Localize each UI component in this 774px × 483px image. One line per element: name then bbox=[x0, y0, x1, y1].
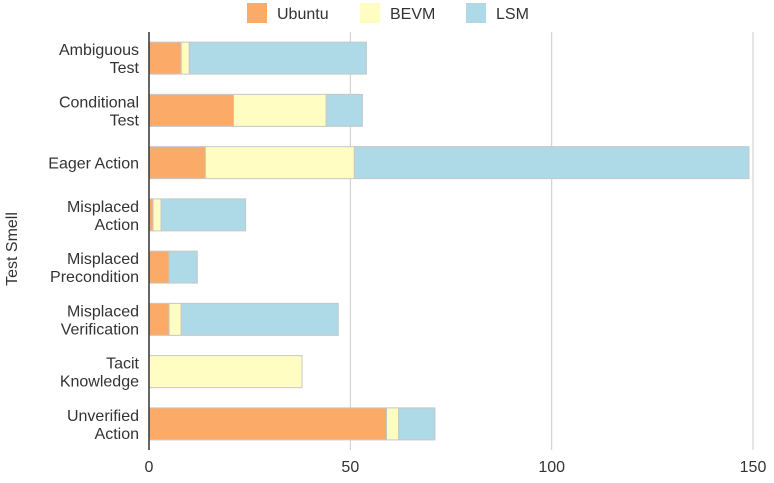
category-label-line: Unverified bbox=[67, 408, 139, 425]
bars bbox=[148, 41, 750, 441]
bar-eager-action-bevm bbox=[204, 146, 355, 180]
bar-misplaced-verification-bevm bbox=[168, 302, 182, 336]
category-label-line: Conditional bbox=[59, 94, 139, 111]
bar-eager-action-lsm bbox=[353, 146, 750, 180]
category-label-line: Misplaced bbox=[67, 303, 139, 320]
bar-misplaced-precondition-ubuntu bbox=[148, 250, 170, 284]
category-label-line: Action bbox=[95, 426, 139, 443]
axes: 0 50 100 150 Test Smell bbox=[4, 32, 766, 476]
legend-label-lsm: LSM bbox=[496, 6, 529, 23]
category-label-misplaced-verification: Misplaced Verification bbox=[61, 303, 139, 338]
bar-misplaced-action-lsm bbox=[160, 198, 247, 232]
x-tick-label-0: 0 bbox=[145, 459, 154, 476]
legend-swatch-ubuntu bbox=[247, 3, 267, 23]
bar-misplaced-action-bevm bbox=[152, 198, 162, 232]
bar-conditional-test-bevm bbox=[233, 93, 327, 127]
category-label-line: Knowledge bbox=[60, 374, 139, 391]
category-label-line: Action bbox=[95, 217, 139, 234]
x-tick-label-150: 150 bbox=[740, 459, 767, 476]
category-label-misplaced-precondition: Misplaced Precondition bbox=[50, 251, 139, 286]
legend-swatch-bevm bbox=[360, 3, 380, 23]
category-label-ambiguous-test: Ambiguous Test bbox=[59, 42, 140, 77]
category-label-eager-action: Eager Action bbox=[48, 156, 139, 173]
bar-conditional-test-ubuntu bbox=[148, 93, 235, 127]
category-label-line: Misplaced bbox=[67, 251, 139, 268]
bar-unverified-action-ubuntu bbox=[148, 407, 388, 441]
category-label-line: Misplaced bbox=[67, 199, 139, 216]
category-label-tacit-knowledge: Tacit Knowledge bbox=[60, 356, 140, 391]
category-label-line: Eager Action bbox=[48, 156, 139, 173]
category-label-conditional-test: Conditional Test bbox=[59, 94, 140, 129]
category-label-line: Test bbox=[110, 112, 140, 129]
bar-conditional-test-lsm bbox=[325, 93, 363, 127]
legend-label-bevm: BEVM bbox=[390, 6, 435, 23]
category-label-line: Verification bbox=[61, 321, 139, 338]
x-tick-label-100: 100 bbox=[538, 459, 565, 476]
bar-ambiguous-test-lsm bbox=[188, 41, 367, 75]
bar-misplaced-verification-lsm bbox=[180, 302, 339, 336]
bar-misplaced-verification-ubuntu bbox=[148, 302, 170, 336]
legend-label-ubuntu: Ubuntu bbox=[277, 6, 329, 23]
bar-unverified-action-bevm bbox=[386, 407, 400, 441]
category-label-line: Test bbox=[110, 60, 140, 77]
bar-ambiguous-test-ubuntu bbox=[148, 41, 182, 75]
bar-tacit-knowledge-bevm bbox=[148, 355, 303, 389]
category-label-misplaced-action: Misplaced Action bbox=[67, 199, 139, 234]
category-label-line: Precondition bbox=[50, 269, 139, 286]
x-tick-label-50: 50 bbox=[341, 459, 359, 476]
grid-lines bbox=[349, 32, 754, 450]
bar-misplaced-precondition-lsm bbox=[168, 250, 198, 284]
category-label-line: Ambiguous bbox=[59, 42, 139, 59]
y-axis-title: Test Smell bbox=[4, 212, 21, 286]
category-label-unverified-action: Unverified Action bbox=[67, 408, 139, 443]
bar-ambiguous-test-bevm bbox=[180, 41, 190, 75]
bar-eager-action-ubuntu bbox=[148, 146, 206, 180]
legend: Ubuntu BEVM LSM bbox=[247, 3, 529, 23]
legend-swatch-lsm bbox=[466, 3, 486, 23]
bar-unverified-action-lsm bbox=[398, 407, 436, 441]
category-label-line: Tacit bbox=[106, 356, 139, 373]
